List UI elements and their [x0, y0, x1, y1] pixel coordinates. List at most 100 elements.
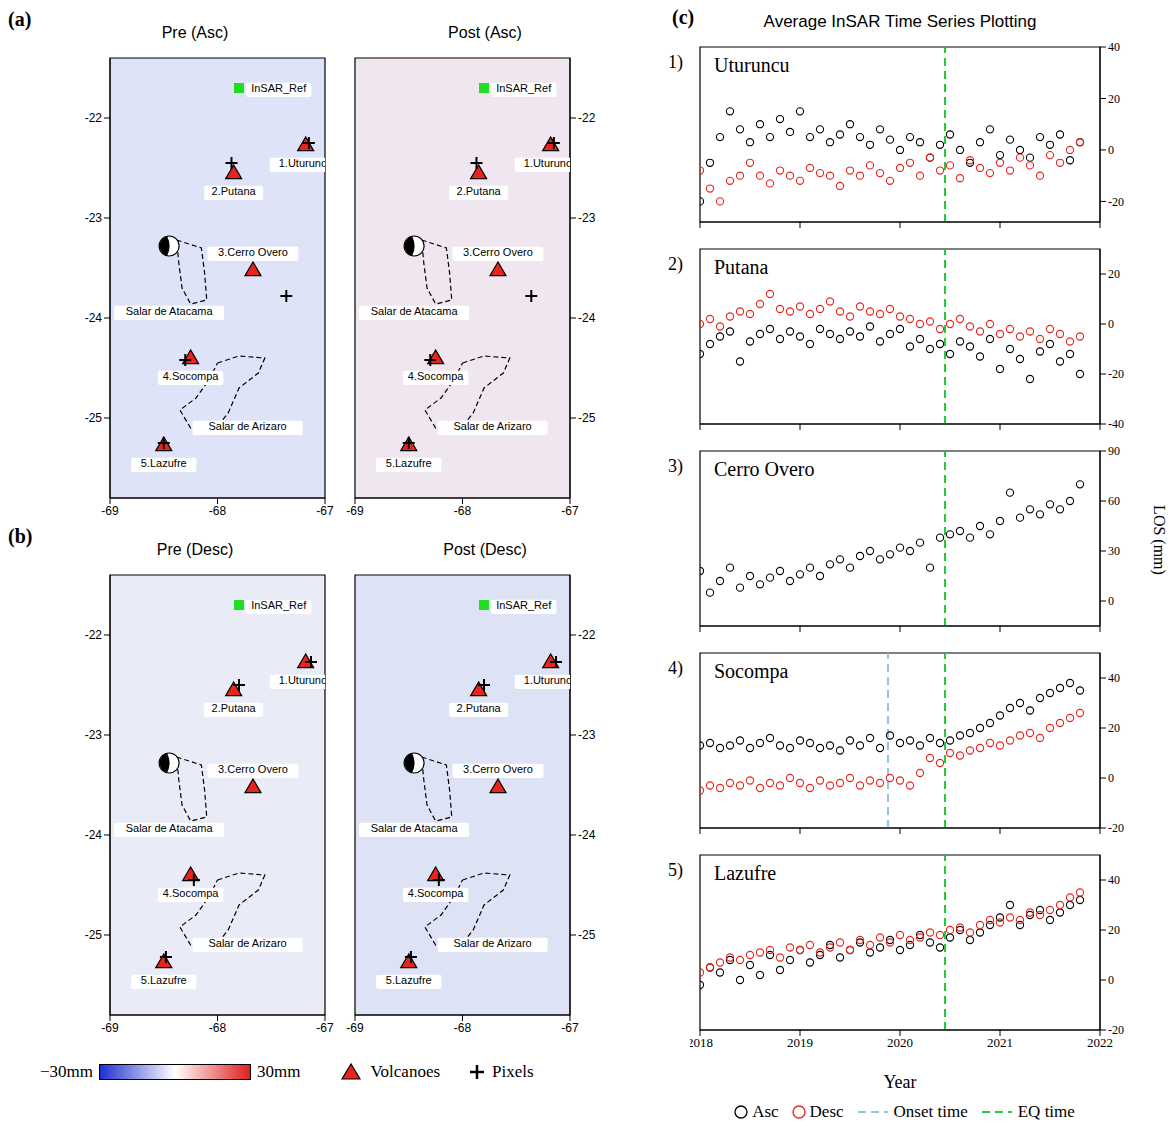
svg-text:30: 30 [1108, 544, 1120, 558]
svg-text:1.Uturuncu: 1.Uturuncu [279, 157, 325, 169]
svg-text:3.Cerro Overo: 3.Cerro Overo [218, 763, 288, 775]
svg-text:InSAR_Ref: InSAR_Ref [251, 599, 307, 611]
svg-text:4.Socompa: 4.Socompa [408, 370, 465, 382]
svg-text:2.Putana: 2.Putana [212, 702, 257, 714]
html-text:Cerro Overo: Cerro Overo [714, 458, 815, 480]
html-text:Average InSAR Time Series Plot: Average InSAR Time Series Plotting [763, 12, 1037, 31]
svg-text:20: 20 [1108, 923, 1120, 937]
svg-text:4.Socompa: 4.Socompa [163, 887, 220, 899]
svg-text:-25: -25 [578, 411, 596, 425]
svg-text:2020: 2020 [887, 1035, 913, 1050]
svg-text:0: 0 [1108, 143, 1114, 157]
svg-text:Salar de Atacama: Salar de Atacama [126, 822, 214, 834]
svg-text:5.Lazufre: 5.Lazufre [386, 457, 432, 469]
svg-text:2.Putana: 2.Putana [457, 702, 502, 714]
svg-text:2.Putana: 2.Putana [212, 185, 257, 197]
svg-text:1.Uturuncu: 1.Uturuncu [524, 674, 570, 686]
svg-text:40: 40 [1108, 671, 1120, 685]
svg-text:4.Socompa: 4.Socompa [408, 887, 465, 899]
html-text:Uturuncu: Uturuncu [714, 54, 790, 76]
svg-text:20: 20 [1108, 267, 1120, 281]
svg-text:-23: -23 [85, 728, 103, 742]
svg-text:1.Uturuncu: 1.Uturuncu [524, 157, 570, 169]
svg-text:2.Putana: 2.Putana [457, 185, 502, 197]
svg-text:-23: -23 [578, 728, 596, 742]
svg-text:3.Cerro Overo: 3.Cerro Overo [463, 763, 533, 775]
svg-text:Salar de Arizaro: Salar de Arizaro [453, 937, 531, 949]
svg-text:-23: -23 [85, 211, 103, 225]
svg-text:-20: -20 [1108, 367, 1124, 381]
svg-text:90: 90 [1108, 446, 1120, 458]
svg-text:Salar de Atacama: Salar de Atacama [371, 822, 459, 834]
svg-text:-67: -67 [561, 504, 579, 518]
svg-text:5.Lazufre: 5.Lazufre [386, 974, 432, 986]
svg-text:0: 0 [1108, 771, 1114, 785]
svg-text:Salar de Atacama: Salar de Atacama [371, 305, 459, 317]
html-text:(a): (a) [8, 8, 32, 30]
svg-text:-68: -68 [454, 1021, 472, 1035]
svg-text:-22: -22 [578, 628, 596, 642]
svg-text:-68: -68 [454, 504, 472, 518]
svg-text:-68: -68 [209, 504, 227, 518]
svg-text:InSAR_Ref: InSAR_Ref [251, 82, 307, 94]
svg-text:-69: -69 [346, 504, 364, 518]
svg-text:0: 0 [1108, 317, 1114, 331]
svg-text:-22: -22 [578, 111, 596, 125]
svg-text:-25: -25 [85, 928, 103, 942]
html-text:30mm: 30mm [257, 1062, 301, 1081]
svg-text:-24: -24 [578, 311, 596, 325]
svg-text:2018: 2018 [690, 1035, 713, 1050]
html-text:(b): (b) [8, 525, 33, 547]
svg-text:-67: -67 [561, 1021, 579, 1035]
svg-text:InSAR_Ref: InSAR_Ref [496, 82, 552, 94]
svg-text:Salar de Arizaro: Salar de Arizaro [208, 420, 286, 432]
svg-text:LOS (mm): LOS (mm) [1150, 505, 1168, 575]
svg-text:-67: -67 [316, 1021, 334, 1035]
svg-text:-23: -23 [578, 211, 596, 225]
svg-text:Salar de Arizaro: Salar de Arizaro [453, 420, 531, 432]
svg-text:-67: -67 [316, 504, 334, 518]
svg-text:2022: 2022 [1087, 1035, 1113, 1050]
html-text:Putana: Putana [714, 256, 769, 278]
svg-text:5.Lazufre: 5.Lazufre [141, 457, 187, 469]
svg-text:-24: -24 [85, 311, 103, 325]
svg-text:Salar de Atacama: Salar de Atacama [126, 305, 214, 317]
html-text:(c): (c) [672, 6, 695, 28]
svg-text:-25: -25 [85, 411, 103, 425]
svg-text:40: 40 [1108, 42, 1120, 54]
svg-text:-69: -69 [101, 1021, 119, 1035]
svg-text:-22: -22 [85, 628, 103, 642]
svg-text:-20: -20 [1108, 821, 1124, 835]
svg-text:1.Uturuncu: 1.Uturuncu [279, 674, 325, 686]
svg-text:InSAR_Ref: InSAR_Ref [496, 599, 552, 611]
svg-text:60: 60 [1108, 494, 1120, 508]
html-text:Year: Year [883, 1072, 917, 1092]
html-text:Socompa: Socompa [714, 660, 789, 682]
svg-text:5.Lazufre: 5.Lazufre [141, 974, 187, 986]
svg-text:-20: -20 [1108, 195, 1124, 209]
svg-text:-25: -25 [578, 928, 596, 942]
svg-text:2021: 2021 [987, 1035, 1013, 1050]
svg-text:0: 0 [1108, 973, 1114, 987]
html-text:−30mm: −30mm [40, 1062, 93, 1081]
svg-text:-24: -24 [85, 828, 103, 842]
svg-text:Salar de Arizaro: Salar de Arizaro [208, 937, 286, 949]
html-text:Pixels: Pixels [492, 1062, 534, 1081]
html-text:Lazufre: Lazufre [714, 862, 777, 884]
svg-text:-24: -24 [578, 828, 596, 842]
svg-text:3.Cerro Overo: 3.Cerro Overo [218, 246, 288, 258]
svg-text:2019: 2019 [787, 1035, 813, 1050]
html-text:Volcanoes: Volcanoes [370, 1062, 441, 1081]
svg-text:40: 40 [1108, 873, 1120, 887]
svg-text:-40: -40 [1108, 417, 1124, 431]
svg-text:-20: -20 [1108, 1023, 1124, 1037]
svg-text:-69: -69 [346, 1021, 364, 1035]
svg-text:-69: -69 [101, 504, 119, 518]
svg-text:4.Socompa: 4.Socompa [163, 370, 220, 382]
svg-text:-22: -22 [85, 111, 103, 125]
svg-text:20: 20 [1108, 92, 1120, 106]
svg-text:20: 20 [1108, 721, 1120, 735]
svg-text:-68: -68 [209, 1021, 227, 1035]
svg-text:3.Cerro Overo: 3.Cerro Overo [463, 246, 533, 258]
svg-text:0: 0 [1108, 594, 1114, 608]
